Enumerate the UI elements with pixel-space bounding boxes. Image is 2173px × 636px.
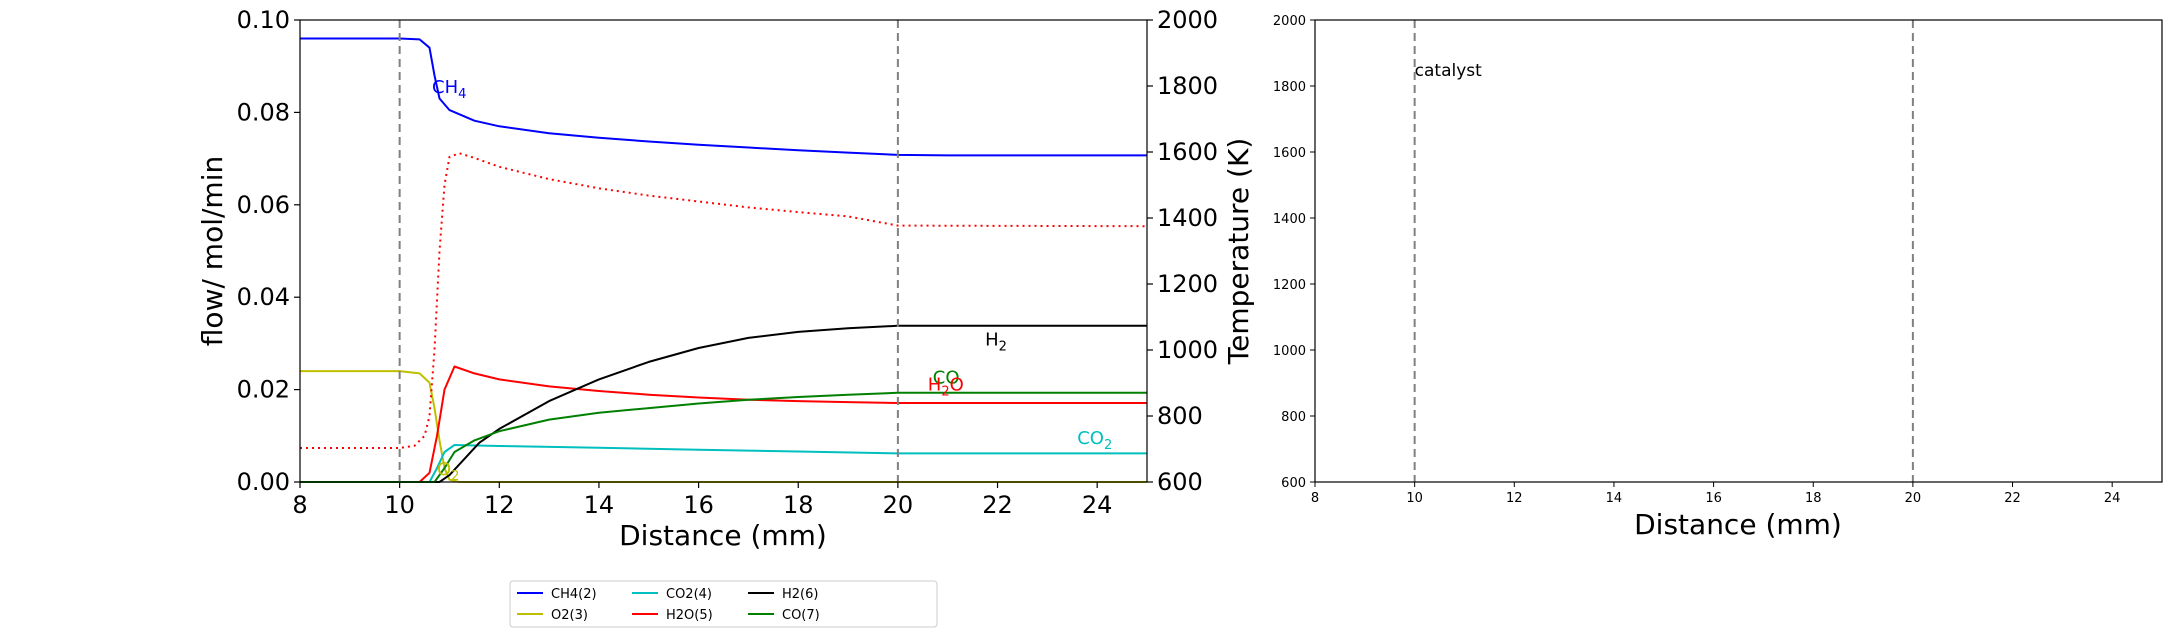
legend-label: CO2(4) [666,587,712,602]
y2-tick-label: 1400 [1157,204,1218,232]
right-chart-x-axis-label: Distance (mm) [1634,508,1842,541]
y-tick-label: 1800 [1273,80,1306,95]
x-tick-label: 16 [1705,491,1722,506]
species-label: O2 [437,459,459,484]
x-tick-label: 10 [1406,491,1423,506]
legend-frame [509,580,938,628]
y2-tick-label: 1200 [1157,270,1218,298]
x-tick-label: 16 [683,491,714,519]
y2-tick-label: 1000 [1157,336,1218,364]
y-tick-label: 0.02 [237,376,290,404]
species-label: CH4 [432,77,466,102]
y-tick-label: 800 [1281,410,1306,425]
y-tick-label: 1200 [1273,278,1306,293]
y-tick-label: 600 [1281,476,1306,491]
y-tick-label: 1000 [1273,344,1306,359]
y2-tick-label: 800 [1157,402,1203,430]
right-chart-frame [1314,19,2163,483]
y2-tick-label: 600 [1157,468,1203,496]
x-tick-label: 24 [2104,491,2121,506]
y-tick-label: 0.00 [237,468,290,496]
species-label: H2O [928,375,964,400]
legend-label: CO(7) [782,608,820,623]
left-chart-y-axis-label: flow/ mol/min [196,156,229,346]
x-tick-label: 20 [1905,491,1922,506]
series-line-co-7- [300,391,1147,483]
y-tick-label: 0.04 [237,283,290,311]
x-tick-label: 18 [783,491,814,519]
series-line-ch4-2- [300,37,1147,157]
series-line-o2-3- [300,370,1147,483]
series-line-h2-6- [300,324,1147,483]
x-tick-label: 14 [1606,491,1623,506]
species-label: CO [933,368,960,389]
catalyst-annotation: catalyst [1415,61,1482,81]
x-tick-label: 18 [1805,491,1822,506]
right-chart: 8 10 12 14 16 18 20 22 24 600 800 1000 1200 1400 1600… [1273,14,2163,541]
left-chart-x-axis-label: Distance (mm) [619,519,827,552]
series-line-h2o-5- [300,365,1147,483]
y2-tick-label: 2000 [1157,6,1218,34]
y-tick-label: 1400 [1273,212,1306,227]
x-tick-label: 12 [484,491,515,519]
left-chart-frame [299,19,1148,483]
x-tick-label: 10 [384,491,415,519]
x-tick-label: 22 [982,491,1013,519]
legend: CH4(2) O2(3) CO2(4) H2O(5) H2(6) CO(7) [509,580,938,628]
y2-tick-label: 1600 [1157,138,1218,166]
y2-tick-label: 1800 [1157,72,1218,100]
x-tick-label: 20 [883,491,914,519]
x-tick-label: 8 [292,491,307,519]
series-line-co2-4- [300,444,1147,483]
x-tick-label: 24 [1082,491,1113,519]
legend-label: H2(6) [782,587,818,602]
y-tick-label: 0.08 [237,98,290,126]
x-tick-label: 12 [1506,491,1523,506]
legend-label: O2(3) [551,608,588,623]
y-tick-label: 1600 [1273,146,1306,161]
y-tick-label: 0.06 [237,191,290,219]
y-tick-label: 2000 [1273,14,1306,29]
x-tick-label: 8 [1311,491,1319,506]
legend-label: H2O(5) [666,608,713,623]
left-chart-y2-axis-label: Temperature (K) [1222,138,1255,365]
legend-label: CH4(2) [551,587,597,602]
species-label: CO2 [1077,428,1112,453]
x-tick-label: 22 [2004,491,2021,506]
x-tick-label: 14 [584,491,615,519]
y-tick-label: 0.10 [237,6,290,34]
species-label: H2 [985,330,1007,355]
